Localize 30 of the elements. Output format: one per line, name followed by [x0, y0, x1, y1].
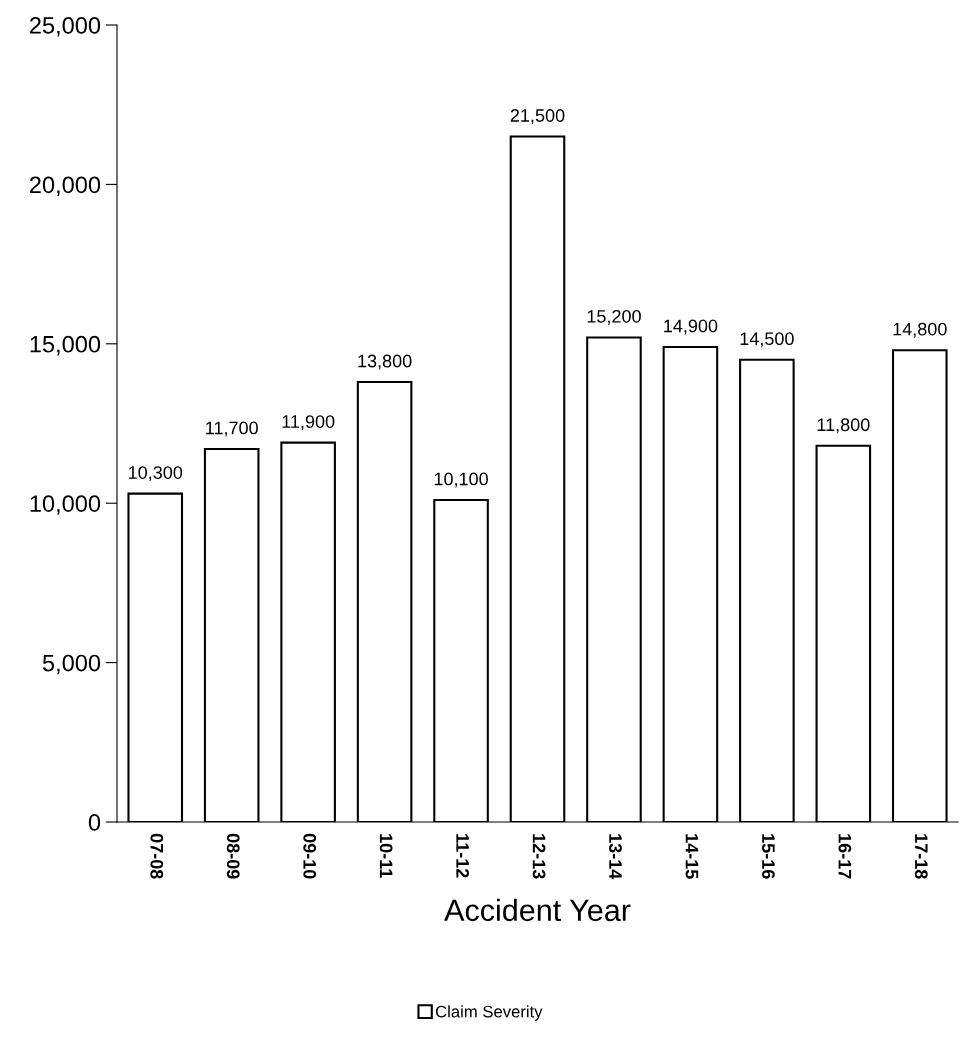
x-tick-label: 15-16	[762, 834, 775, 879]
data-label: 11,900	[282, 415, 335, 431]
x-tick-label: 16-17	[838, 834, 852, 879]
x-axis-title: Accident Year	[444, 898, 631, 922]
data-label: 14,900	[664, 319, 718, 335]
y-tick-label: 0	[88, 814, 101, 831]
data-label: 11,800	[817, 418, 870, 434]
x-tick-label: 17-18	[914, 834, 928, 879]
data-label: 11,700	[206, 421, 258, 437]
data-label: 14,500	[740, 332, 794, 348]
x-tick-label: 07-08	[150, 833, 164, 879]
data-label: 13,800	[358, 354, 412, 370]
x-tick-label: 10-11	[379, 834, 393, 878]
x-tick-label: 14-15	[685, 834, 699, 879]
x-tick-label: 09-10	[303, 833, 317, 879]
y-tick-label: 10,000	[30, 495, 101, 515]
x-tick-label: 12-13	[532, 834, 546, 879]
y-tick-label: 20,000	[30, 176, 101, 196]
data-label: 10,100	[434, 472, 488, 488]
data-label: 21,500	[510, 109, 565, 125]
data-label: 14,800	[893, 322, 947, 338]
y-tick-label: 25,000	[30, 17, 101, 37]
x-tick-label: 08-09	[226, 833, 240, 879]
y-tick-label: 5,000	[42, 654, 101, 675]
data-label: 15,200	[587, 309, 641, 325]
legend-label: Claim Severity	[435, 1005, 543, 1021]
y-tick-label: 15,000	[30, 335, 101, 356]
x-tick-label: 11-12	[456, 834, 469, 878]
x-tick-label: 13-14	[609, 834, 622, 880]
data-label: 10,300	[128, 466, 183, 482]
